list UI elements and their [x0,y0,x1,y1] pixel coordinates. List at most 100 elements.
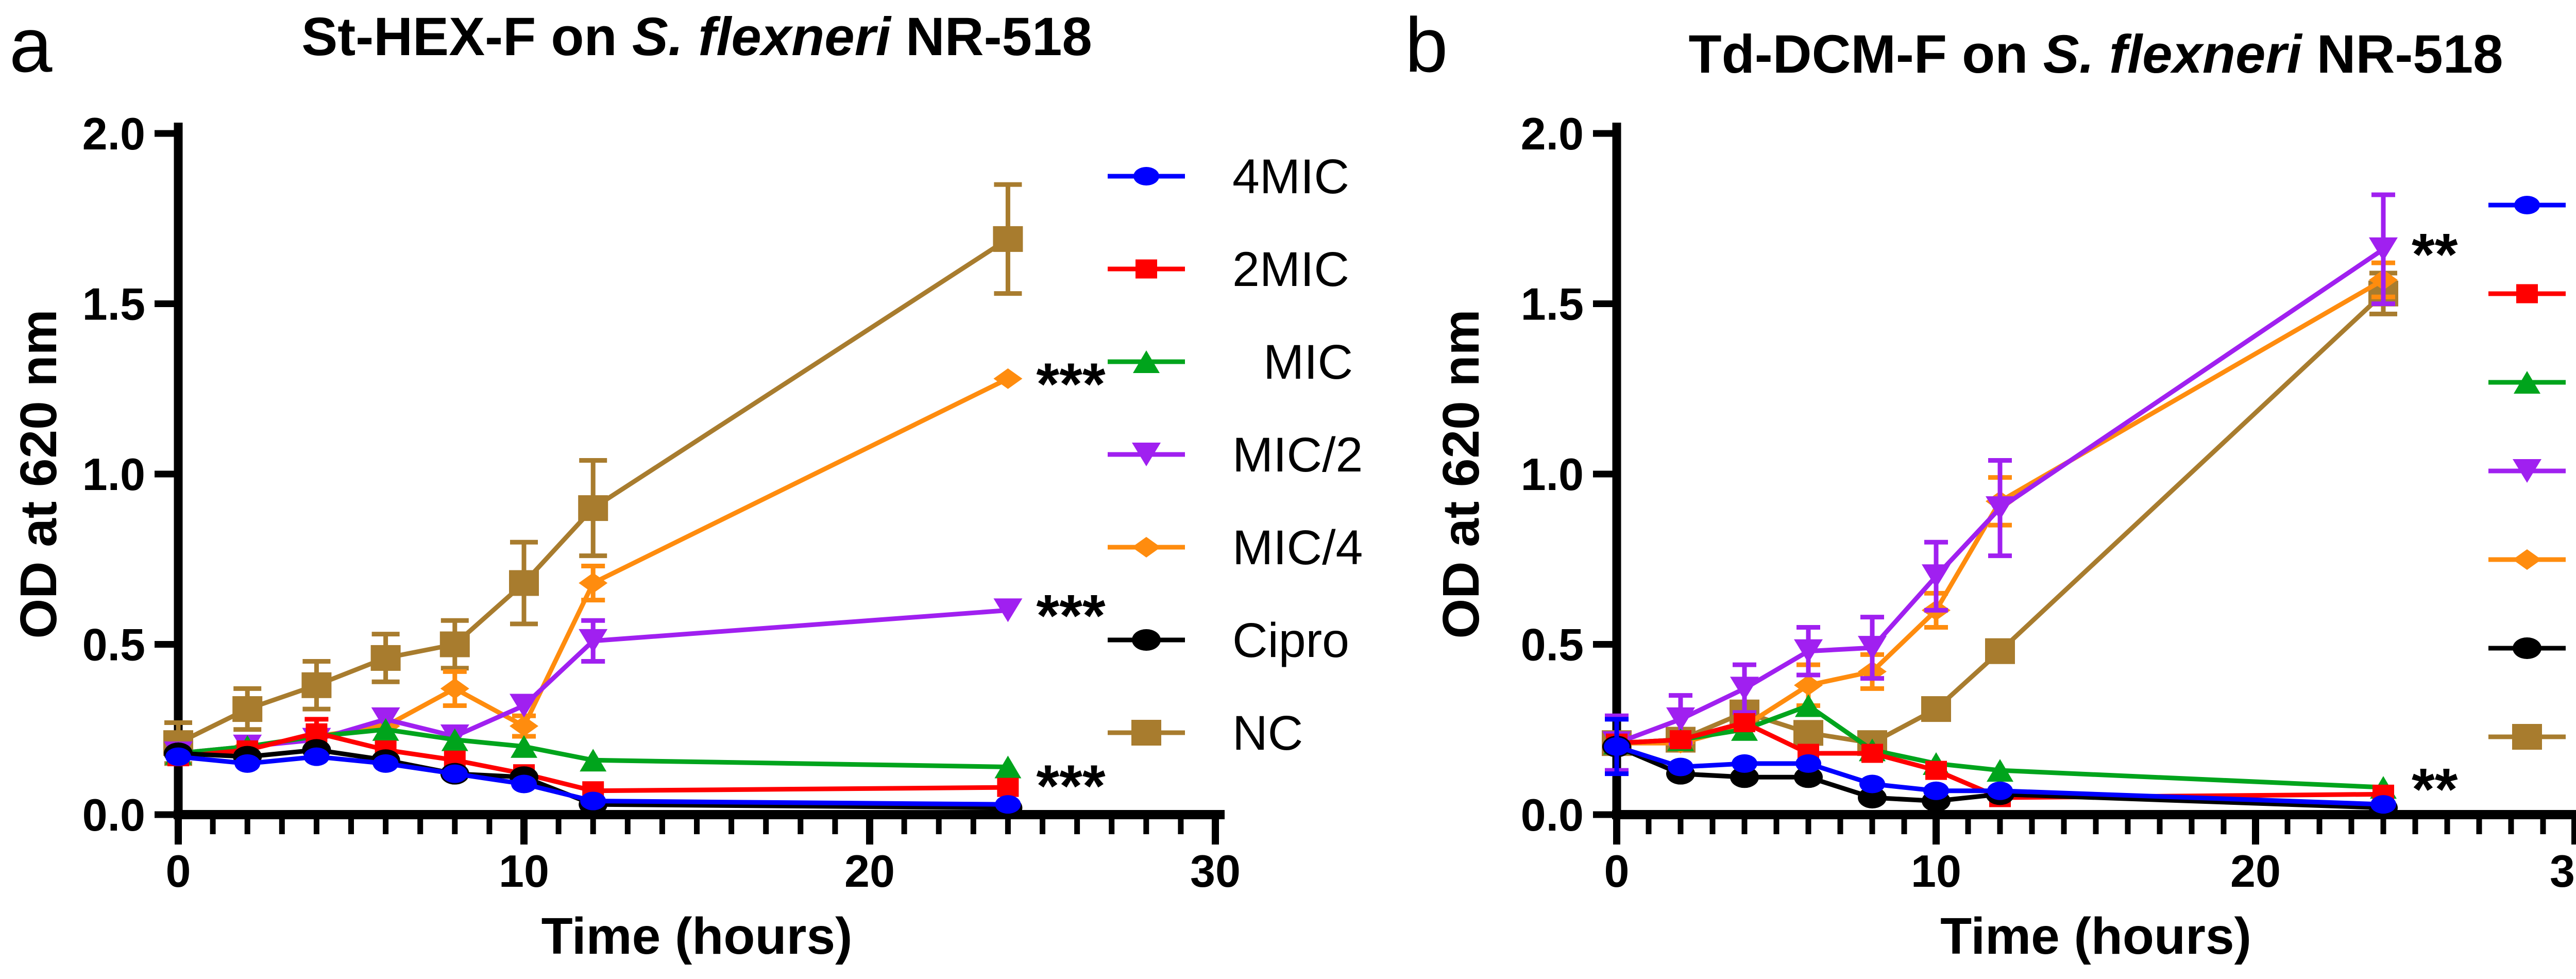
y-tick-label: 0.5 [1521,619,1584,670]
series-MIC-marker [994,755,1022,779]
significance-annotation: *** [1036,753,1106,819]
series-MIC/2-marker [510,694,538,718]
panel-letter-a: a [9,2,53,88]
series-NC-marker [1985,638,2015,664]
panel-title-b-suffix: NR-518 [2301,24,2503,85]
series-2MIC-marker [1861,744,1883,763]
series-4MIC-marker [165,747,191,766]
legend-item-4MIC: 4MIC [1108,149,1349,204]
axes: 0.0 0.5 1.0 1.5 2.0 0 10 20 30 [82,108,1241,897]
series-4MIC-marker [1987,781,2013,800]
legend-marker-MIC/2 [1132,443,1161,466]
legend-marker-4MIC [1133,167,1159,185]
series-MIC/4-marker [579,572,608,594]
legend-marker-MIC [1133,350,1160,373]
legend-item-2MIC: 2MIC [2488,284,2566,303]
legend-item-Cipro: Cipro [2488,637,2566,659]
series-NC-marker [1793,720,1823,746]
axes: 0.0 0.5 1.0 1.5 2.0 0 10 20 30 [1521,108,2576,897]
legend-item-4MIC: 4MIC [2488,196,2566,214]
significance-annotation: *** [1036,351,1106,417]
legend-item-2MIC: 2MIC [1108,242,1349,297]
y-axis-title-a: OD at 620 nm [10,309,67,639]
series-MIC/2-marker [579,629,608,653]
series-4MIC-marker [234,754,261,773]
panel-title-a-italic: S. flexneri [632,7,891,67]
x-tick-label: 10 [1911,846,1961,897]
series-2MIC-marker [1734,713,1755,733]
x-tick-label: 0 [166,846,191,897]
series-4MIC-marker [303,747,330,766]
series-2MIC-marker [1925,761,1947,780]
series-4MIC-marker [511,774,537,794]
series-NC-marker [993,226,1023,252]
y-tick-label: 2.0 [82,108,145,159]
series-MIC/4-marker [1794,674,1823,696]
series-4MIC-marker [2370,795,2396,814]
series-MIC/4-marker [440,678,469,699]
y-tick-label: 1.5 [82,279,145,330]
series-NC-marker [301,672,332,698]
significance-annotation: *** [1036,583,1106,649]
series-4MIC [1604,717,2396,814]
legend-marker-2MIC [1136,259,1157,279]
series-4MIC-marker [1859,774,1885,794]
legend-item-MIC/2: MIC/2 [1108,428,1363,482]
x-tick-label: 30 [1190,846,1241,897]
series-Cipro-marker [1794,766,1823,788]
legend-item-MIC: MIC [1108,335,1353,390]
y-tick-label: 1.0 [1521,449,1584,500]
series-line [1616,247,2385,746]
series-4MIC-marker [1732,754,1757,773]
series-MIC/2-marker [993,598,1023,622]
y-tick-label: 0.0 [1521,789,1584,840]
y-tick-label: 2.0 [1521,108,1584,159]
x-tick-label: 20 [2230,846,2281,897]
series-line [178,730,1008,794]
series-NC-marker [232,696,263,722]
series-4MIC-marker [1604,737,1630,756]
x-tick-label: 10 [499,846,549,897]
chart-panel-a: 0.0 0.5 1.0 1.5 2.0 0 10 20 30 4MIC 2MIC MIC MIC/2 MI… [82,108,1363,897]
series-MIC-marker [1987,759,2013,782]
y-tick-label: 0.0 [82,789,145,840]
series-NC [163,182,1023,766]
x-tick-label: 0 [1604,846,1630,897]
legend-label: MIC/4 [1232,520,1363,575]
series-MIC-marker [441,728,468,751]
x-axis-title-a: Time (hours) [541,907,853,965]
legend-label: MIC/2 [1232,428,1363,482]
series-MIC [165,718,1022,779]
annotations: ** ** [2412,222,2458,823]
legend-label: NC [1232,706,1303,761]
x-axis-title-b: Time (hours) [1940,907,2251,965]
y-axis-title-b: OD at 620 nm [1432,309,1490,639]
series-NC-marker [439,631,470,657]
series-MIC/2-marker [1794,639,1823,663]
series-MIC-marker [372,718,399,741]
chart-panel-b: 0.0 0.5 1.0 1.5 2.0 0 10 20 30 4MIC 2MIC MIC MIC/2 MI… [1521,108,2576,897]
series-NC-marker [1921,696,1951,722]
x-tick-label: 30 [2550,846,2576,897]
series-Cipro-marker [1730,766,1759,788]
legend-label: MIC [1263,335,1353,390]
legend-marker-4MIC [2514,196,2540,214]
legend-marker-MIC [2514,371,2540,394]
series-4MIC-marker [580,791,606,811]
legend-marker-NC [2512,724,2542,750]
series-MIC/2-marker [1922,564,1951,588]
series-4MIC-marker [995,795,1021,814]
legend-label: 2MIC [1232,242,1349,297]
series-MIC-marker [580,749,607,772]
legend-item-NC: NC [2488,724,2566,750]
series-NC-marker [509,570,539,596]
series-NC-marker [578,495,608,521]
series-4MIC-marker [372,754,399,773]
series-Cipro-marker [1858,786,1887,808]
legend-marker-NC [1131,720,1161,746]
series-NC-marker [370,645,401,671]
legend-item-Cipro: Cipro [1108,613,1349,668]
legend-item-MIC/4: MIC/4 [1108,520,1363,575]
legend-marker-2MIC [2516,284,2538,303]
